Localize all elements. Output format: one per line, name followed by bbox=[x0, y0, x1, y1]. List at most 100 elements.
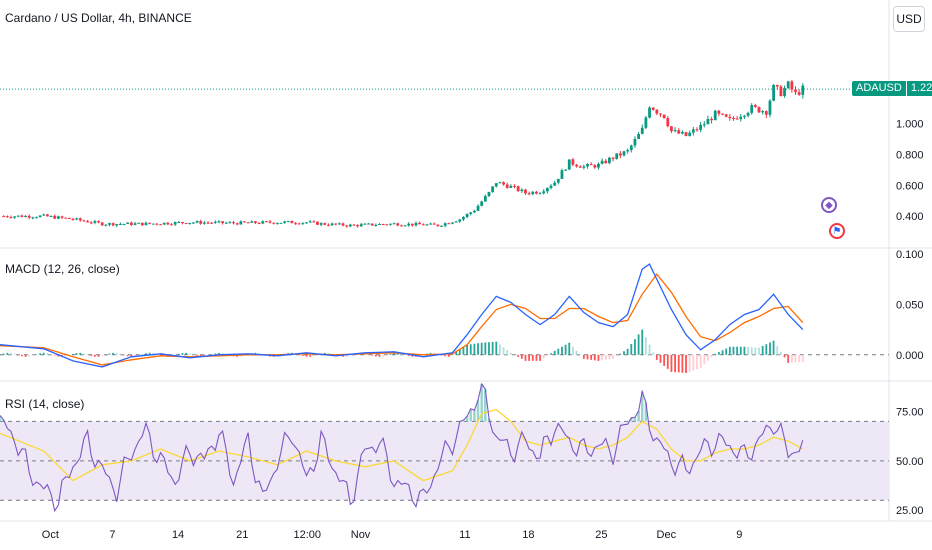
candle bbox=[502, 182, 505, 185]
candle bbox=[235, 223, 239, 225]
candle bbox=[571, 159, 575, 165]
macd-histogram-bar bbox=[641, 329, 644, 355]
candle bbox=[655, 109, 659, 114]
candle bbox=[221, 221, 224, 224]
candle bbox=[38, 215, 42, 218]
candle bbox=[739, 116, 743, 120]
macd-histogram-bar bbox=[385, 354, 388, 356]
us-flag-icon[interactable]: ⚑ bbox=[829, 223, 845, 239]
candle bbox=[790, 81, 794, 90]
candle bbox=[560, 170, 564, 179]
candle bbox=[31, 217, 35, 219]
candle bbox=[637, 133, 640, 139]
macd-histogram-bar bbox=[488, 342, 490, 355]
macd-histogram-bar bbox=[0, 354, 1, 356]
time-tick-label: Dec bbox=[657, 529, 677, 541]
rsi-overbought-fill bbox=[0, 384, 648, 422]
currency-button[interactable]: USD bbox=[893, 6, 925, 32]
macd-histogram-bar bbox=[593, 354, 596, 361]
price-tick-label: 1.000 bbox=[896, 119, 924, 131]
candle bbox=[162, 222, 166, 225]
candle bbox=[75, 218, 79, 220]
macd-histogram-bar bbox=[101, 354, 104, 357]
candle bbox=[159, 224, 162, 226]
price-value: 1.223 bbox=[905, 81, 932, 97]
candle bbox=[775, 84, 779, 87]
candle bbox=[316, 221, 319, 225]
candle bbox=[86, 221, 89, 223]
macd-histogram-bar bbox=[418, 354, 421, 357]
candle bbox=[535, 191, 538, 194]
macd-histogram-bar bbox=[601, 354, 604, 361]
macd-histogram-bar bbox=[473, 343, 476, 355]
candle bbox=[137, 222, 141, 224]
candle bbox=[64, 217, 68, 219]
candle bbox=[348, 224, 352, 227]
rsi-band bbox=[0, 421, 889, 501]
candle bbox=[334, 223, 338, 225]
macd-histogram-bar bbox=[699, 354, 702, 368]
candle bbox=[151, 223, 155, 225]
macd-histogram-bar bbox=[579, 354, 582, 356]
candle bbox=[407, 223, 411, 226]
macd-histogram-bar bbox=[495, 341, 498, 355]
macd-histogram-bar bbox=[97, 354, 100, 357]
macd-histogram-bar bbox=[491, 341, 494, 355]
candle bbox=[728, 116, 732, 119]
candle bbox=[400, 225, 403, 227]
macd-histogram-bar bbox=[177, 353, 180, 355]
macd-histogram-bar bbox=[703, 354, 706, 365]
candle bbox=[272, 222, 276, 224]
macd-histogram-bar bbox=[196, 354, 198, 356]
candle bbox=[49, 215, 53, 217]
macd-histogram-bar bbox=[480, 342, 483, 355]
candle bbox=[119, 223, 122, 225]
macd-histogram-bar bbox=[123, 354, 125, 356]
candle bbox=[305, 222, 308, 224]
candle bbox=[374, 224, 378, 226]
macd-histogram-bar bbox=[659, 354, 662, 363]
candle bbox=[593, 165, 597, 168]
time-tick-label: 12:00 bbox=[293, 529, 321, 541]
macd-histogram-bar bbox=[31, 354, 34, 356]
macd-histogram-bar bbox=[758, 347, 760, 355]
macd-histogram-bar bbox=[112, 352, 115, 355]
candle bbox=[764, 111, 768, 115]
macd-histogram-bar bbox=[104, 354, 107, 356]
candle bbox=[509, 185, 513, 188]
macd-histogram-bar bbox=[477, 343, 479, 355]
macd-histogram-bar bbox=[400, 353, 403, 355]
macd-histogram-bar bbox=[342, 354, 344, 357]
candle bbox=[761, 111, 765, 113]
candle bbox=[199, 221, 203, 224]
candle bbox=[757, 106, 761, 113]
macd-histogram-bar bbox=[801, 354, 804, 362]
macd-histogram-bar bbox=[444, 354, 447, 357]
macd-histogram-bar bbox=[411, 354, 414, 357]
candle bbox=[257, 223, 261, 225]
macd-histogram-bar bbox=[192, 354, 195, 356]
macd-histogram-bar bbox=[615, 354, 618, 357]
candle bbox=[440, 225, 443, 227]
candle bbox=[688, 132, 692, 136]
macd-histogram-bar bbox=[572, 346, 574, 355]
candle bbox=[327, 224, 330, 226]
macd-histogram-bar bbox=[688, 354, 691, 372]
macd-histogram-bar bbox=[462, 346, 465, 355]
macd-histogram-bar bbox=[469, 344, 472, 355]
macd-histogram-bar bbox=[619, 353, 622, 355]
candle bbox=[753, 105, 757, 107]
candle bbox=[246, 222, 250, 224]
macd-histogram-bar bbox=[429, 352, 432, 355]
macd-histogram-bar bbox=[528, 354, 531, 361]
candle bbox=[392, 223, 396, 225]
macd-histogram-bar bbox=[674, 354, 676, 373]
macd-histogram-bar bbox=[546, 354, 549, 356]
diamond-icon[interactable]: ◆ bbox=[821, 197, 837, 213]
candle bbox=[20, 215, 24, 218]
candle bbox=[381, 223, 385, 225]
macd-title: MACD (12, 26, close) bbox=[5, 262, 120, 276]
candle bbox=[60, 216, 64, 218]
candle bbox=[783, 88, 786, 97]
